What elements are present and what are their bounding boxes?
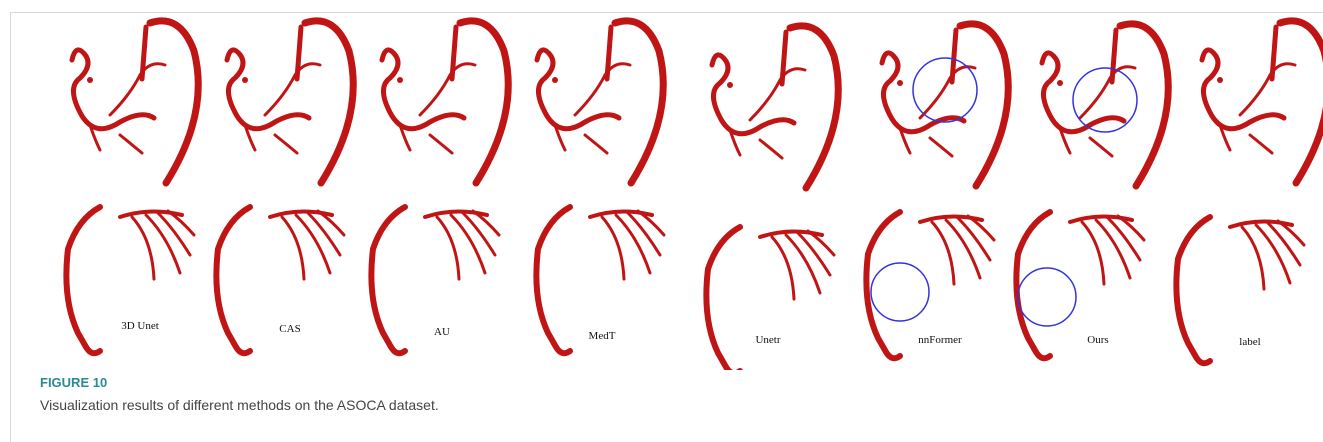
method-label: Ours xyxy=(1087,334,1108,346)
page: 3D Unet CAS AU MedT Unetr nnFormer Ours … xyxy=(0,0,1323,442)
method-label: 3D Unet xyxy=(121,320,159,332)
figure-caption: Visualization results of different metho… xyxy=(40,397,439,413)
method-label: label xyxy=(1239,336,1260,348)
method-label: nnFormer xyxy=(918,334,962,346)
method-label: AU xyxy=(434,326,450,338)
method-label: MedT xyxy=(589,330,616,342)
method-label: CAS xyxy=(279,323,300,335)
figure-image: 3D Unet CAS AU MedT Unetr nnFormer Ours … xyxy=(0,0,1323,370)
figure-number: FIGURE 10 xyxy=(40,375,107,390)
method-label: Unetr xyxy=(755,334,780,346)
